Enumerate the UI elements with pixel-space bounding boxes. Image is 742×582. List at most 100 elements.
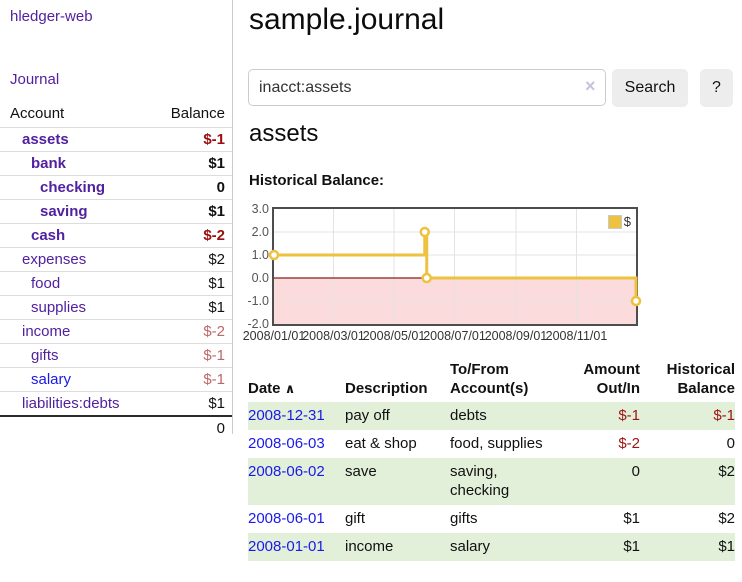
account-link-liabilities-debts[interactable]: liabilities:debts xyxy=(22,395,120,412)
transaction-balance: $-1 xyxy=(713,407,735,424)
register-col-date-label: Date xyxy=(248,380,281,397)
register-table: Date ∧ Description To/From Account(s) Am… xyxy=(248,358,735,561)
search-input[interactable] xyxy=(248,69,606,106)
chart-plot: $ xyxy=(268,207,642,326)
accounts-header-row: Account Balance xyxy=(0,103,232,128)
chart-title: Historical Balance: xyxy=(249,172,385,189)
account-row: gifts $-1 xyxy=(0,343,232,368)
transaction-description: gift xyxy=(345,510,366,527)
account-link-bank[interactable]: bank xyxy=(31,155,67,172)
transaction-description: save xyxy=(345,463,377,480)
accounts-table: Account Balance assets $-1 bank $1 check… xyxy=(0,103,232,441)
register-col-description: Description xyxy=(345,380,428,397)
account-link-checking[interactable]: checking xyxy=(40,179,106,196)
chart-svg xyxy=(268,209,642,324)
register-row: 2008-06-01 gift gifts $1 $2 xyxy=(248,505,735,533)
chart-legend-label: $ xyxy=(623,214,631,229)
account-balance: $1 xyxy=(208,395,225,412)
account-row: liabilities:debts $1 xyxy=(0,391,232,417)
account-balance: $1 xyxy=(208,203,225,220)
transaction-amount: 0 xyxy=(631,463,640,480)
chart-xtick-label: 2008/05/01 xyxy=(362,329,426,343)
chart-ytick-label: -2.0 xyxy=(247,317,269,331)
account-row: expenses $2 xyxy=(0,247,232,272)
account-balance: $-1 xyxy=(203,347,225,364)
chart-ytick-label: -1.0 xyxy=(247,294,269,308)
chart-ytick-label: 1.0 xyxy=(251,248,269,262)
page-title: sample.journal xyxy=(249,3,445,36)
account-balance: $1 xyxy=(208,275,225,292)
account-balance: $-2 xyxy=(203,227,225,244)
help-button[interactable]: ? xyxy=(700,69,733,107)
transaction-accounts: debts xyxy=(450,407,487,424)
accounts-total-row: 0 xyxy=(0,416,232,441)
transaction-date-link[interactable]: 2008-06-02 xyxy=(248,463,325,480)
account-row: cash $-2 xyxy=(0,223,232,248)
account-link-cash[interactable]: cash xyxy=(31,227,66,244)
chart-ytick-label: 2.0 xyxy=(251,225,269,239)
chart-legend: $ xyxy=(607,214,631,229)
chart-xtick-label: 2008/11/01 xyxy=(545,329,608,343)
account-link-saving[interactable]: saving xyxy=(40,203,88,220)
transaction-accounts: gifts xyxy=(450,510,478,527)
register-row: 2008-06-03 eat & shop food, supplies $-2… xyxy=(248,430,735,458)
transaction-date-link[interactable]: 2008-01-01 xyxy=(248,538,325,555)
transaction-amount: $1 xyxy=(623,538,640,555)
historical-balance-chart: 3.0 2.0 1.0 0.0 -1.0 -2.0 $ 2008/01/01 2008/03… xyxy=(243,202,685,350)
sort-ascending-icon: ∧ xyxy=(284,381,296,396)
account-link-income[interactable]: income xyxy=(22,323,71,340)
chart-xtick-label: 2008/09/01 xyxy=(484,329,548,343)
account-link-assets[interactable]: assets xyxy=(22,131,69,148)
chart-legend-swatch xyxy=(607,214,622,229)
transaction-balance: $2 xyxy=(718,510,735,527)
register-col-amount: Amount Out/In xyxy=(583,361,640,397)
accounts-total-value: 0 xyxy=(216,420,225,437)
register-col-tofrom: To/From Account(s) xyxy=(450,361,529,397)
account-balance: 0 xyxy=(216,179,225,196)
transaction-date-link[interactable]: 2008-12-31 xyxy=(248,407,325,424)
account-link-gifts[interactable]: gifts xyxy=(31,347,59,364)
transaction-balance: $2 xyxy=(718,463,735,480)
account-balance: $-2 xyxy=(203,323,225,340)
transaction-date-link[interactable]: 2008-06-01 xyxy=(248,510,325,527)
register-col-date[interactable]: Date ∧ xyxy=(248,358,345,402)
account-row: checking 0 xyxy=(0,175,232,200)
account-link-supplies[interactable]: supplies xyxy=(31,299,87,316)
transaction-description: pay off xyxy=(345,407,390,424)
account-balance: $-1 xyxy=(203,131,225,148)
app-title-link[interactable]: hledger-web xyxy=(10,8,93,25)
transaction-description: income xyxy=(345,538,394,555)
account-heading: assets xyxy=(249,120,319,147)
search-button[interactable]: Search xyxy=(612,69,688,107)
account-balance: $1 xyxy=(208,299,225,316)
chart-xtick-label: 2008/03/01 xyxy=(302,329,365,343)
account-link-expenses[interactable]: expenses xyxy=(22,251,87,268)
transaction-balance: 0 xyxy=(726,435,735,452)
register-row: 2008-01-01 income salary $1 $1 xyxy=(248,533,735,561)
chart-xtick-label: 2008/07/01 xyxy=(423,329,486,343)
transaction-balance: $1 xyxy=(718,538,735,555)
transaction-amount: $-1 xyxy=(618,407,640,424)
chart-xtick-label: 2008/01/01 xyxy=(242,329,306,343)
account-row: salary $-1 xyxy=(0,367,232,392)
transaction-amount: $-2 xyxy=(618,435,640,452)
account-row: income $-2 xyxy=(0,319,232,344)
account-row: saving $1 xyxy=(0,199,232,224)
chart-ytick-label: 0.0 xyxy=(251,271,269,285)
sidebar-item-journal[interactable]: Journal xyxy=(10,71,60,88)
account-link-salary[interactable]: salary xyxy=(31,371,72,388)
register-row: 2008-12-31 pay off debts $-1 $-1 xyxy=(248,402,735,430)
account-link-food[interactable]: food xyxy=(31,275,61,292)
account-row: assets $-1 xyxy=(0,127,232,152)
clear-search-icon[interactable]: × xyxy=(585,76,596,96)
accounts-col-account: Account xyxy=(10,105,65,122)
accounts-col-balance: Balance xyxy=(170,105,225,122)
account-row: bank $1 xyxy=(0,151,232,176)
chart-ylabels: 3.0 2.0 1.0 0.0 -1.0 -2.0 xyxy=(245,202,269,331)
transaction-date-link[interactable]: 2008-06-03 xyxy=(248,435,325,452)
transaction-accounts: food, supplies xyxy=(450,435,543,452)
account-row: food $1 xyxy=(0,271,232,296)
register-row: 2008-06-02 save saving, checking 0 $2 xyxy=(248,458,735,505)
account-row: supplies $1 xyxy=(0,295,232,320)
register-header-row: Date ∧ Description To/From Account(s) Am… xyxy=(248,358,735,402)
